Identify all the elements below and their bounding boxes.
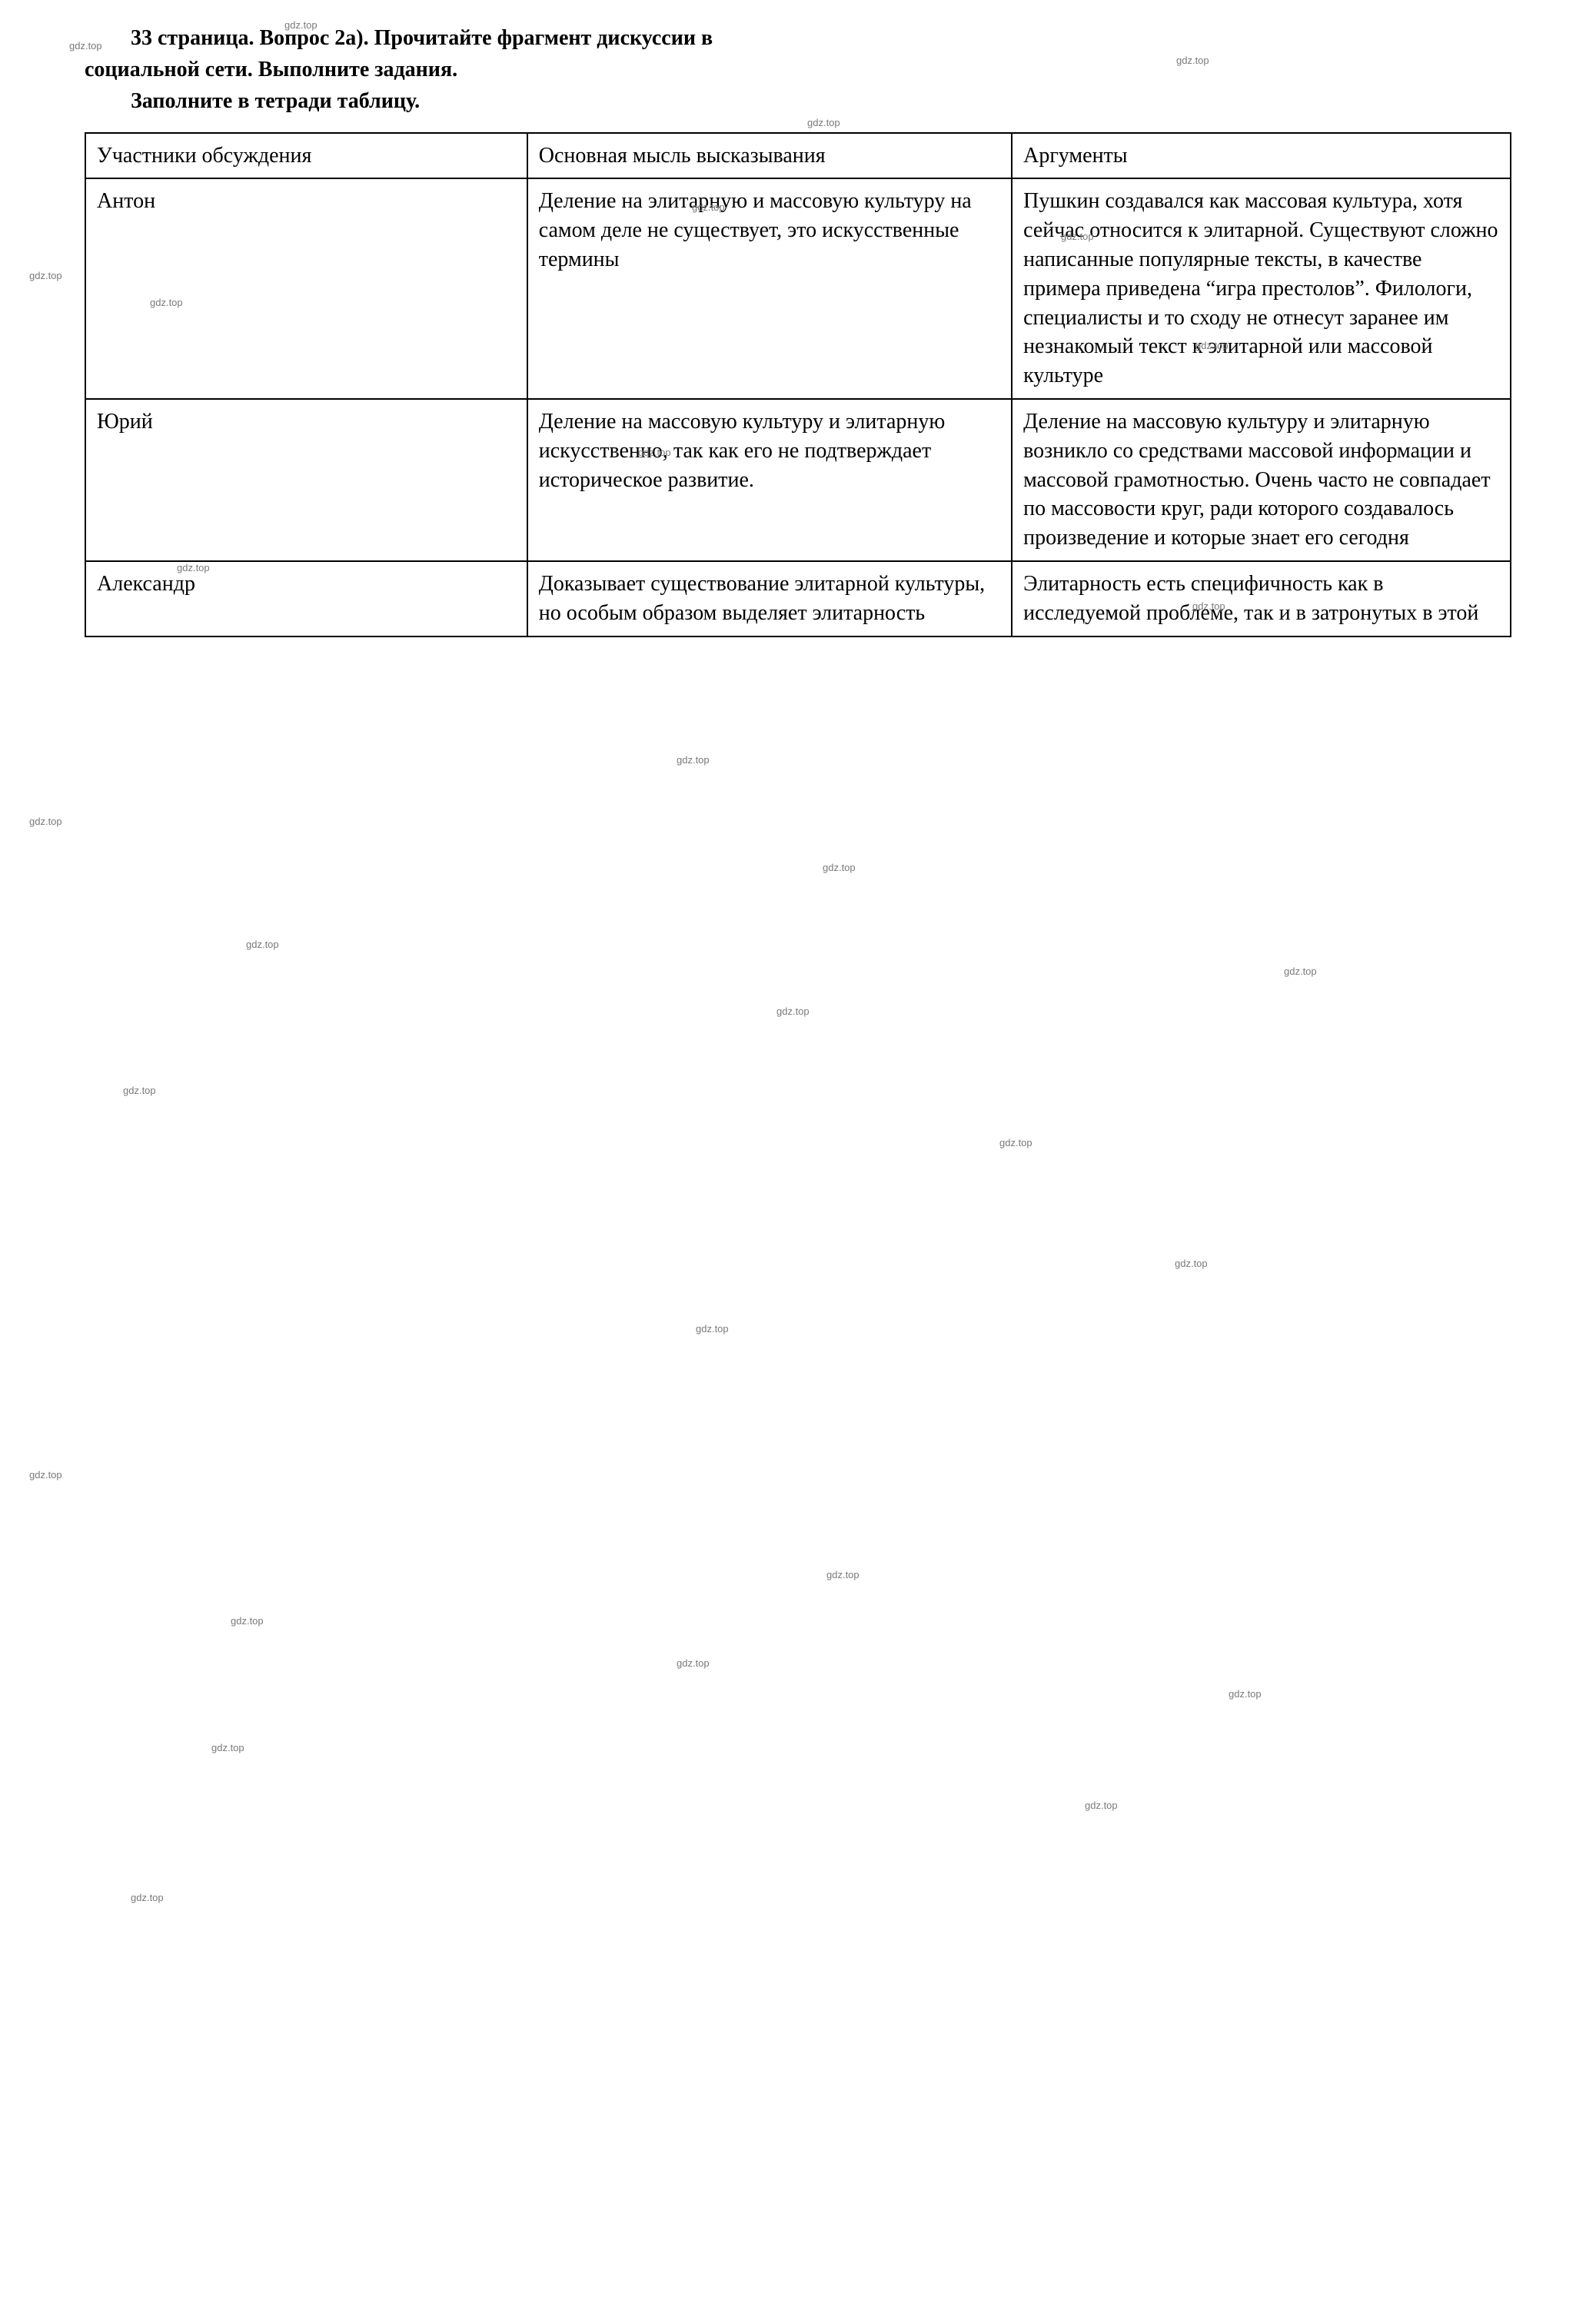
cell-arguments: Деление на массовую культуру и элитарную…: [1012, 399, 1511, 561]
watermark-text: gdz.top: [29, 1468, 62, 1482]
cell-main-idea: Доказывает существование элитарной культ…: [527, 561, 1012, 636]
discussion-table: Участники обсуждения Основная мысль выск…: [85, 132, 1511, 637]
heading-line-2: социальной сети. Выполните задания.: [85, 55, 1511, 85]
watermark-text: gdz.top: [123, 1084, 156, 1098]
watermark-text: gdz.top: [677, 753, 710, 767]
table-header-row: Участники обсуждения Основная мысль выск…: [85, 133, 1511, 179]
watermark-text: gdz.top: [696, 1322, 729, 1336]
heading-line-1: 33 страница. Вопрос 2а). Прочитайте фраг…: [85, 23, 1511, 53]
watermark-text: gdz.top: [231, 1614, 264, 1628]
watermark-text: gdz.top: [823, 861, 856, 875]
table-row: Александр Доказывает существование элита…: [85, 561, 1511, 636]
table-row: Антон Деление на элитарную и массовую ку…: [85, 178, 1511, 399]
watermark-text: gdz.top: [826, 1568, 860, 1582]
watermark-text: gdz.top: [1229, 1687, 1262, 1701]
watermark-text: gdz.top: [1284, 965, 1317, 979]
heading-block: 33 страница. Вопрос 2а). Прочитайте фраг…: [85, 23, 1511, 117]
watermark-text: gdz.top: [211, 1741, 244, 1755]
watermark-text: gdz.top: [29, 815, 62, 829]
cell-participant: Александр: [85, 561, 527, 636]
cell-arguments: Элитарность есть специфичность как в исс…: [1012, 561, 1511, 636]
header-main-idea: Основная мысль высказывания: [527, 133, 1012, 179]
watermark-text: gdz.top: [677, 1657, 710, 1670]
cell-participant: Антон: [85, 178, 527, 399]
watermark-text: gdz.top: [1175, 1257, 1208, 1271]
cell-main-idea: Деление на массовую культуру и элитарную…: [527, 399, 1012, 561]
watermark-text: gdz.top: [246, 938, 279, 952]
cell-arguments: Пушкин создавался как массовая культура,…: [1012, 178, 1511, 399]
heading-line-3: Заполните в тетради таблицу.: [85, 86, 1511, 116]
watermark-text: gdz.top: [29, 269, 62, 283]
watermark-text: gdz.top: [1085, 1799, 1118, 1813]
cell-participant: Юрий: [85, 399, 527, 561]
watermark-text: gdz.top: [807, 116, 840, 130]
watermark-text: gdz.top: [776, 1005, 810, 1019]
header-participants: Участники обсуждения: [85, 133, 527, 179]
header-arguments: Аргументы: [1012, 133, 1511, 179]
table-row: Юрий Деление на массовую культуру и элит…: [85, 399, 1511, 561]
cell-main-idea: Деление на элитарную и массовую культуру…: [527, 178, 1012, 399]
watermark-text: gdz.top: [999, 1136, 1032, 1150]
watermark-text: gdz.top: [131, 1891, 164, 1905]
